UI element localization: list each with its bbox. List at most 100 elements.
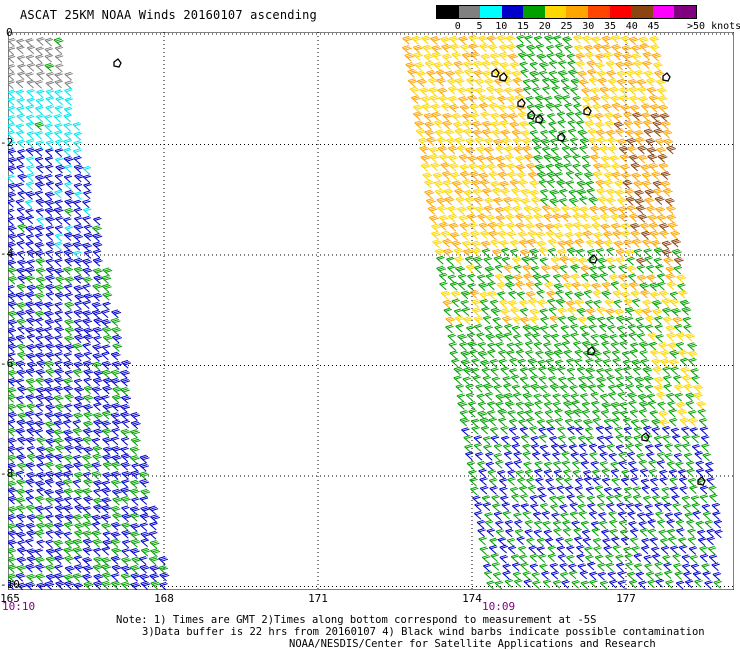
wind-barb xyxy=(506,350,515,359)
wind-barb xyxy=(556,545,566,555)
wind-barb xyxy=(493,255,503,265)
legend-swatch xyxy=(631,6,653,18)
wind-barb xyxy=(17,436,28,446)
wind-barb xyxy=(25,563,36,573)
wind-barb xyxy=(35,257,46,267)
wind-barb xyxy=(101,326,112,336)
wind-barb xyxy=(401,45,412,54)
wind-barb xyxy=(629,104,640,114)
wind-barb xyxy=(484,391,494,401)
wind-barb xyxy=(16,402,27,412)
wind-barb xyxy=(582,35,593,45)
wind-barb xyxy=(45,148,54,157)
wind-barb xyxy=(91,462,102,471)
wind-barb xyxy=(651,418,662,428)
wind-barb xyxy=(652,308,663,318)
wind-barb xyxy=(509,357,518,367)
wind-barb xyxy=(45,539,54,549)
wind-barb xyxy=(432,239,443,249)
wind-barb xyxy=(82,174,92,184)
wind-barb xyxy=(676,274,687,284)
wind-barb xyxy=(517,358,526,368)
wind-barb xyxy=(26,284,37,294)
wind-barb xyxy=(504,461,514,471)
wind-barb xyxy=(643,128,654,138)
wind-barb xyxy=(487,290,498,300)
wind-barb xyxy=(498,358,507,368)
wind-barb xyxy=(54,547,63,557)
wind-barb xyxy=(685,460,695,470)
wind-barb xyxy=(25,394,36,403)
wind-barb xyxy=(74,395,85,405)
wind-barb xyxy=(643,248,652,258)
lon-label-174: 174 xyxy=(462,592,482,605)
wind-barb xyxy=(44,131,54,140)
wind-barb xyxy=(430,162,441,171)
wind-barb xyxy=(489,426,499,436)
wind-barb xyxy=(101,283,112,293)
wind-barb xyxy=(93,504,104,514)
wind-barb xyxy=(587,128,598,138)
wind-barb xyxy=(414,120,425,130)
wind-barb xyxy=(8,37,16,47)
wind-barb xyxy=(92,453,103,463)
wind-barb xyxy=(557,240,568,250)
wind-barb xyxy=(45,283,56,293)
wind-barb xyxy=(411,35,422,45)
wind-barb xyxy=(120,581,131,590)
wind-barb xyxy=(93,317,104,327)
wind-barb xyxy=(579,570,589,580)
wind-barb xyxy=(25,208,34,217)
wind-barb xyxy=(457,206,468,215)
wind-barb xyxy=(64,189,75,199)
wind-barb xyxy=(513,578,523,588)
wind-barb xyxy=(444,196,455,206)
wind-barb xyxy=(64,370,74,379)
wind-barb xyxy=(562,520,571,529)
wind-barb xyxy=(44,123,53,133)
wind-barb xyxy=(466,86,477,96)
wind-barb xyxy=(515,469,525,479)
wind-barb xyxy=(588,137,599,146)
wind-barb xyxy=(686,519,695,529)
wind-barb xyxy=(545,163,554,173)
wind-barb xyxy=(612,230,623,240)
wind-barb xyxy=(17,173,28,183)
wind-barb xyxy=(640,478,650,488)
wind-barb xyxy=(639,222,650,232)
wind-barb xyxy=(129,512,140,522)
wind-barb xyxy=(582,350,593,359)
wind-barb xyxy=(674,383,685,393)
wind-barb xyxy=(708,485,717,495)
wind-barb xyxy=(626,137,637,147)
wind-barb xyxy=(494,264,504,274)
wind-barb xyxy=(677,469,687,478)
wind-barb xyxy=(602,538,611,547)
wind-barb xyxy=(486,528,496,537)
wind-barb xyxy=(486,85,497,95)
wind-barb xyxy=(485,155,496,165)
wind-barb xyxy=(521,256,532,265)
wind-barb xyxy=(91,437,101,447)
wind-barb xyxy=(112,334,123,344)
wind-barb xyxy=(606,247,615,257)
wind-barb xyxy=(63,478,74,488)
wind-barb xyxy=(432,172,443,182)
wind-barb xyxy=(572,163,581,173)
wind-barb xyxy=(656,391,667,401)
wind-barb xyxy=(634,376,645,386)
wind-barb xyxy=(16,267,27,277)
wind-barb xyxy=(568,189,578,198)
wind-barb xyxy=(646,77,657,87)
wind-barb xyxy=(704,580,713,590)
wind-barb xyxy=(513,274,524,283)
wind-barb xyxy=(518,554,528,564)
wind-barb xyxy=(475,87,486,97)
wind-barb xyxy=(555,298,566,308)
wind-barb xyxy=(530,374,539,384)
wind-barb xyxy=(469,349,478,359)
wind-barb xyxy=(579,452,588,462)
wind-barb xyxy=(508,112,519,122)
wind-barb xyxy=(597,502,606,512)
wind-barb xyxy=(483,205,494,214)
